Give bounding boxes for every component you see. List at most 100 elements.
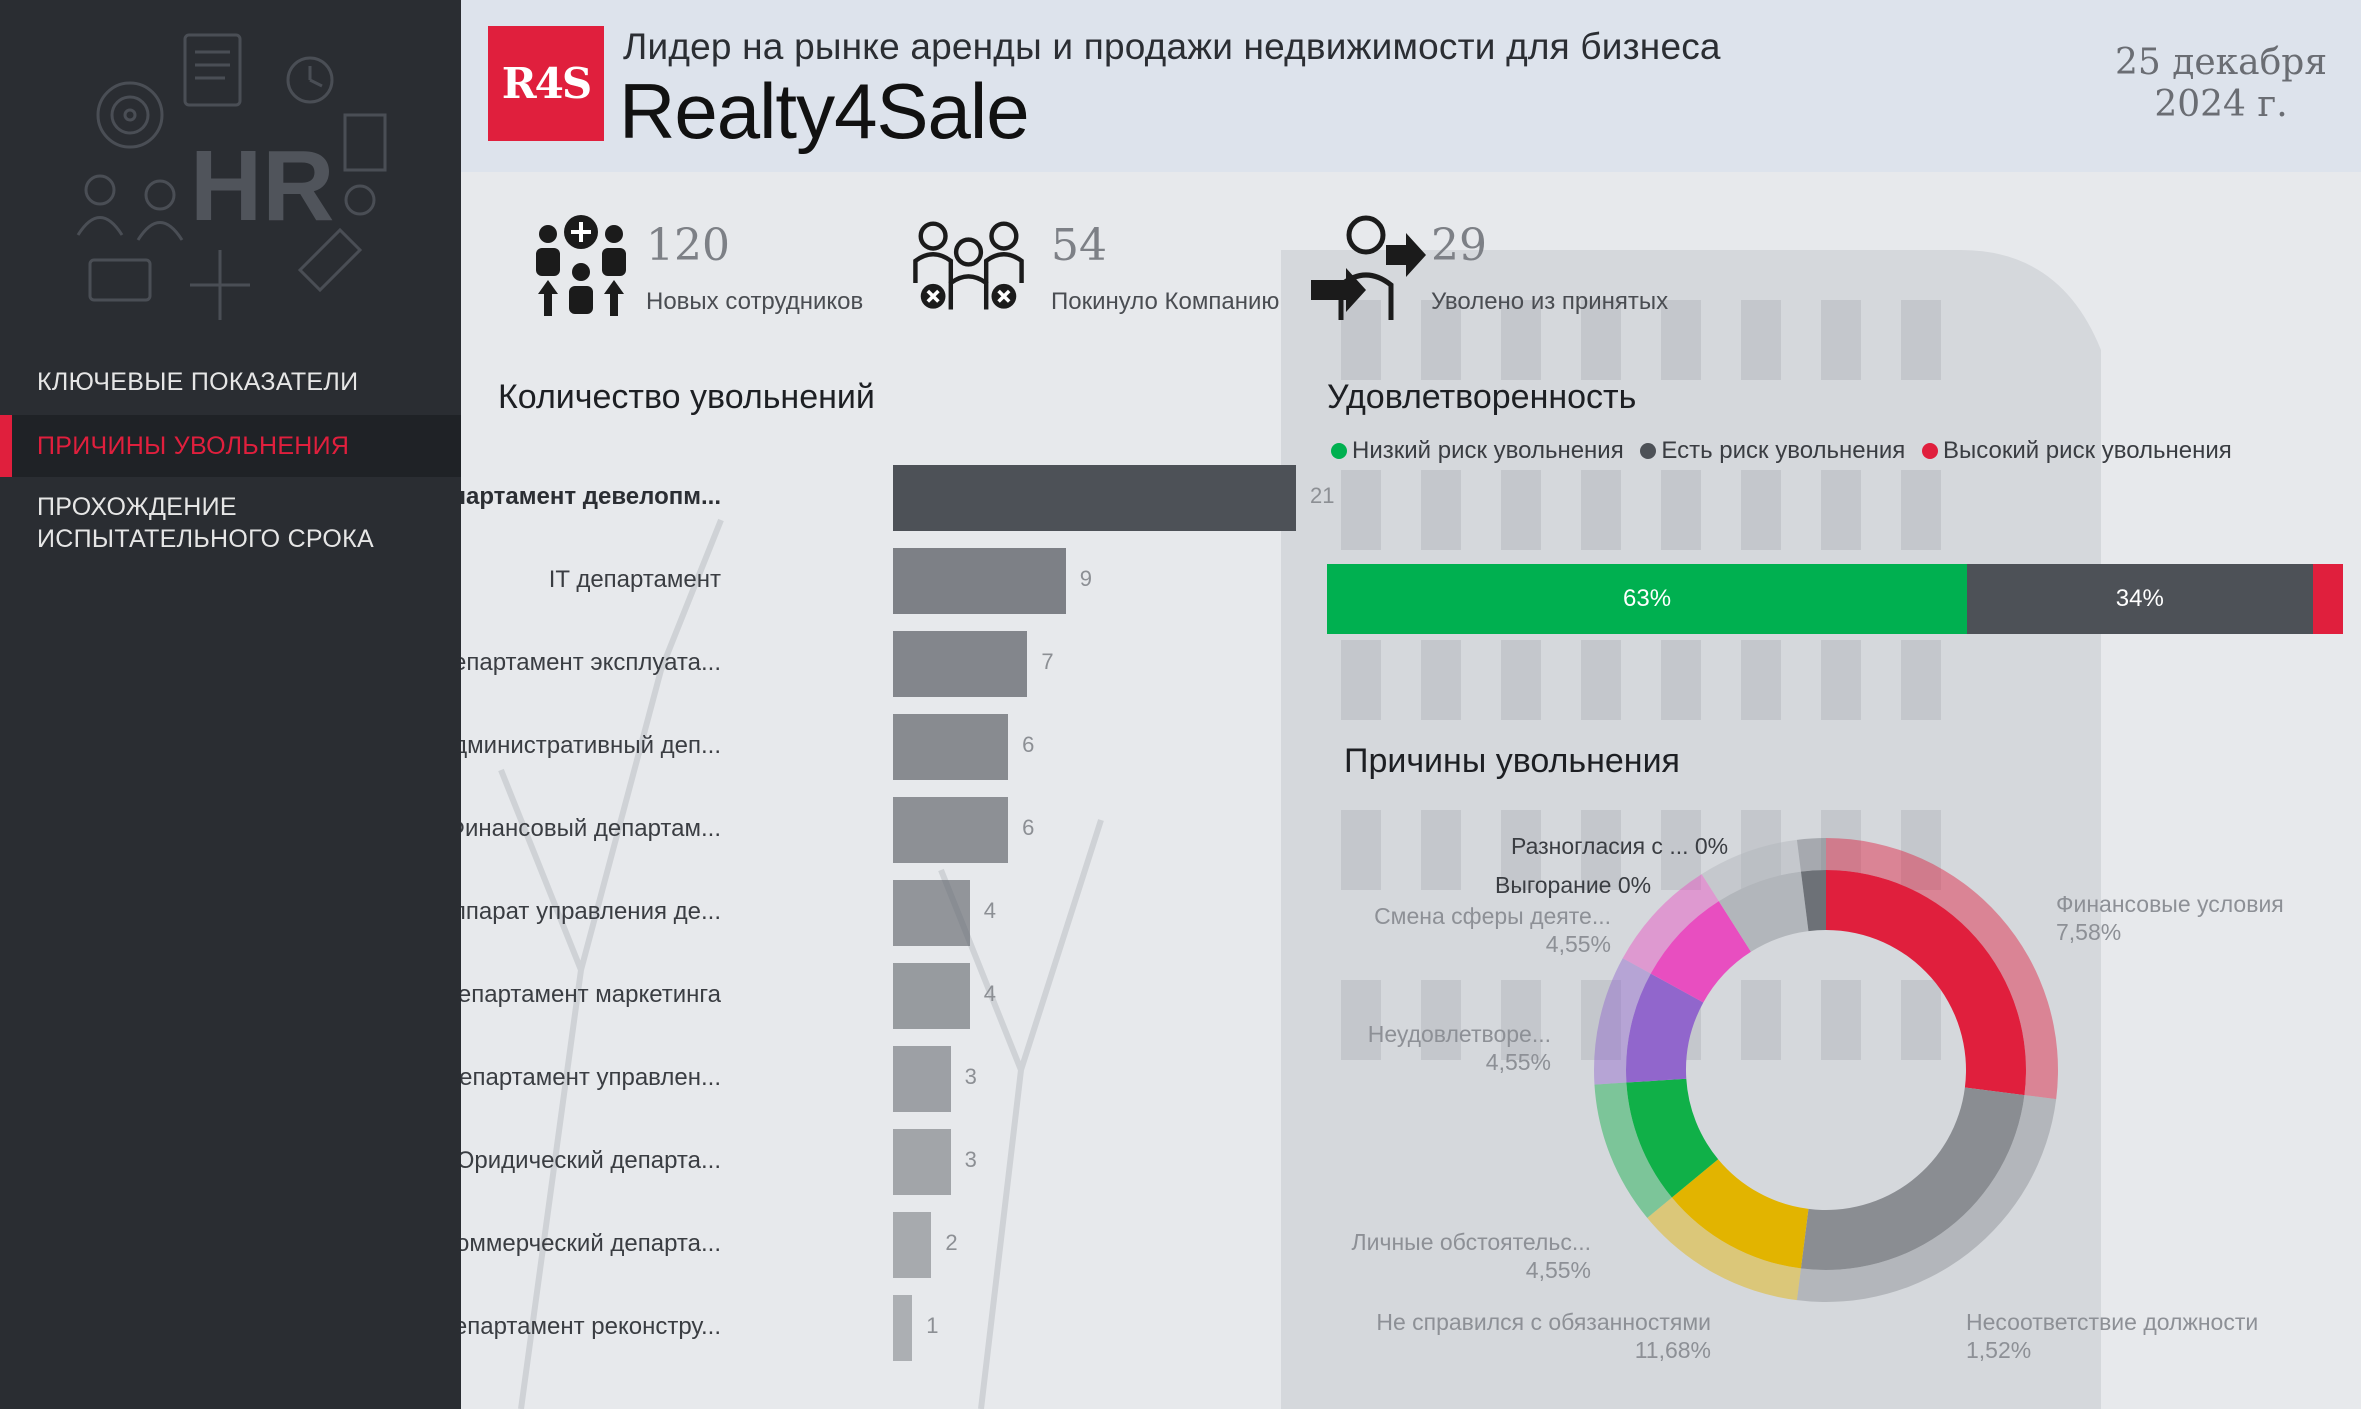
legend-item-high-risk: Высокий риск увольнения: [1921, 437, 2232, 464]
label-disagreement: Разногласия с ... 0%: [1511, 833, 1729, 859]
donut-slice[interactable]: [1800, 870, 1826, 932]
donut-slice-outer[interactable]: [1647, 1197, 1801, 1301]
bar-row[interactable]: Департамент маркетинга 4: [461, 963, 1301, 1029]
bar-row[interactable]: Юридический департа... 3: [461, 1129, 1301, 1195]
nav-item-dismissal-reasons[interactable]: ПРИЧИНЫ УВОЛЬНЕНИЯ: [0, 415, 461, 477]
fired-icon: [1311, 215, 1426, 320]
bar[interactable]: [893, 797, 1009, 863]
bar[interactable]: [893, 631, 1028, 697]
label-duties: Не справился с обязанностями 11,68%: [1376, 1309, 1711, 1363]
legend-dot-gray: [1640, 443, 1657, 459]
donut-slice-outer[interactable]: [1594, 1082, 1672, 1218]
bar[interactable]: [893, 1129, 951, 1195]
bar-label: Административный деп...: [461, 732, 721, 759]
bar-value: 7: [1041, 649, 1054, 674]
bar-label: Аппарат управления де...: [461, 898, 721, 925]
label-mismatch: Несоответствие должности 1,52%: [1966, 1309, 2259, 1363]
kpi-left-company-value: 54: [1051, 220, 1107, 271]
bar-row[interactable]: Аппарат управления де... 4: [461, 880, 1301, 946]
header: [461, 0, 2361, 172]
bar-row[interactable]: Административный деп... 6: [461, 714, 1301, 780]
bar-value: 4: [983, 898, 996, 923]
bar-row[interactable]: Департамент девелопм... 21: [461, 465, 1334, 531]
stacked-bar-segment[interactable]: [2312, 564, 2343, 634]
main-panel: R4S Лидер на рынке аренды и продажи недв…: [461, 0, 2361, 1409]
bar-value: 2: [945, 1230, 958, 1255]
bar[interactable]: [893, 548, 1066, 614]
bar[interactable]: [893, 1295, 913, 1361]
donut-slice[interactable]: [1626, 1078, 1719, 1198]
donut-slice-outer[interactable]: [1826, 838, 2058, 1100]
legend-item-low-risk: Низкий риск увольнения: [1331, 437, 1624, 464]
donut-slice-outer[interactable]: [1796, 1095, 2057, 1302]
donut-slice-outer[interactable]: [1594, 958, 1651, 1085]
bar-row[interactable]: Департамент управлен... 3: [461, 1046, 1301, 1112]
bar[interactable]: [893, 714, 1009, 780]
bar-row[interactable]: Финансовый департам... 6: [461, 797, 1301, 863]
dismissals-title: Количество увольнений: [498, 378, 875, 416]
bar-label: Департамент маркетинга: [461, 981, 721, 1008]
bar-label: Коммерческий департа...: [461, 1230, 721, 1257]
nav-item-probation[interactable]: ПРОХОЖДЕНИЕ ИСПЫТАТЕЛЬНОГО СРОКА: [37, 493, 374, 553]
legend-dot-red: [1921, 443, 1938, 459]
bar-label: Департамент реконстру...: [461, 1313, 721, 1340]
bar-label: Департамент управлен...: [461, 1064, 721, 1091]
bar[interactable]: [893, 465, 1296, 531]
nav-item-key-metrics[interactable]: КЛЮЧЕВЫЕ ПОКАЗАТЕЛИ: [37, 368, 359, 396]
kpi-new-employees-label: Новых сотрудников: [646, 288, 864, 315]
new-employees-icon: [536, 215, 626, 316]
bar-label: Финансовый департам...: [461, 815, 721, 842]
label-personal: Личные обстоятельс... 4,55%: [1351, 1229, 1591, 1283]
bar-label: IT департамент: [548, 566, 721, 593]
satisfaction-legend: Низкий риск увольнения Есть риск увольне…: [1331, 437, 2242, 465]
svg-text:HR: HR: [190, 130, 334, 242]
bar-value: 21: [1310, 483, 1335, 508]
bar-value: 9: [1079, 566, 1092, 591]
bar-row[interactable]: Коммерческий департа... 2: [461, 1212, 1301, 1278]
bar[interactable]: [893, 880, 970, 946]
bar-label: Юридический департа...: [461, 1147, 721, 1174]
donut-slice[interactable]: [1718, 871, 1809, 952]
bar-value: 6: [1022, 815, 1035, 840]
bar-value: 3: [964, 1147, 977, 1172]
report-date: 25 декабря 2024 г.: [2114, 42, 2328, 125]
hr-illustration-icon: HR: [76, 33, 387, 320]
donut-slice-outer[interactable]: [1701, 839, 1801, 902]
label-burnout: Выгорание 0%: [1495, 872, 1652, 898]
bar-row[interactable]: Департамент эксплуата... 7: [461, 631, 1301, 697]
label-finance: Финансовые условия 7,58%: [2056, 891, 2284, 945]
donut-slice[interactable]: [1626, 973, 1704, 1083]
sidebar: HR КЛЮЧЕВЫЕ ПОКАЗАТЕЛИ ПРИЧИНЫ УВОЛЬНЕНИ…: [0, 0, 461, 1409]
bar-row[interactable]: Департамент реконстру... 1: [461, 1295, 1301, 1361]
label-career-change: Смена сферы деяте... 4,55%: [1374, 903, 1611, 957]
bar-value: 4: [983, 981, 996, 1006]
kpi-fired-label: Уволено из принятых: [1431, 288, 1669, 315]
reasons-title: Причины увольнения: [1344, 742, 1680, 780]
bar-row[interactable]: IT департамент 9: [521, 548, 1301, 614]
bar[interactable]: [893, 1046, 951, 1112]
donut-slice[interactable]: [1826, 870, 2026, 1096]
stacked-bar-segment[interactable]: 34%: [1967, 564, 2313, 634]
bar[interactable]: [893, 1212, 932, 1278]
reasons-donut-chart: [1594, 838, 2058, 1302]
brand-name: Realty4Sale: [619, 67, 1030, 155]
bar-label: Департамент девелопм...: [461, 483, 721, 510]
donut-slice[interactable]: [1671, 1159, 1809, 1269]
stacked-bar-segment[interactable]: 63%: [1327, 564, 1968, 634]
bar-value: 1: [926, 1313, 939, 1338]
bar-value: 3: [964, 1064, 977, 1089]
legend-dot-green: [1331, 443, 1347, 459]
bar-value: 6: [1022, 732, 1035, 757]
donut-slice[interactable]: [1800, 1087, 2025, 1270]
legend-item-some-risk: Есть риск увольнения: [1640, 437, 1905, 464]
bar[interactable]: [893, 963, 970, 1029]
donut-slice-outer[interactable]: [1622, 874, 1719, 974]
building-background: [461, 170, 2361, 1409]
bar-label: Департамент эксплуата...: [461, 649, 721, 676]
kpi-new-employees-value: 120: [646, 220, 730, 271]
donut-slice-outer[interactable]: [1796, 838, 1826, 872]
kpi-left-company-label: Покинуло Компанию: [1051, 288, 1280, 315]
header-tagline: Лидер на рынке аренды и продажи недвижим…: [623, 26, 1721, 67]
donut-slice[interactable]: [1650, 901, 1751, 1003]
sidebar-nav: КЛЮЧЕВЫЕ ПОКАЗАТЕЛИ ПРИЧИНЫ УВОЛЬНЕНИЯ П…: [0, 355, 461, 570]
